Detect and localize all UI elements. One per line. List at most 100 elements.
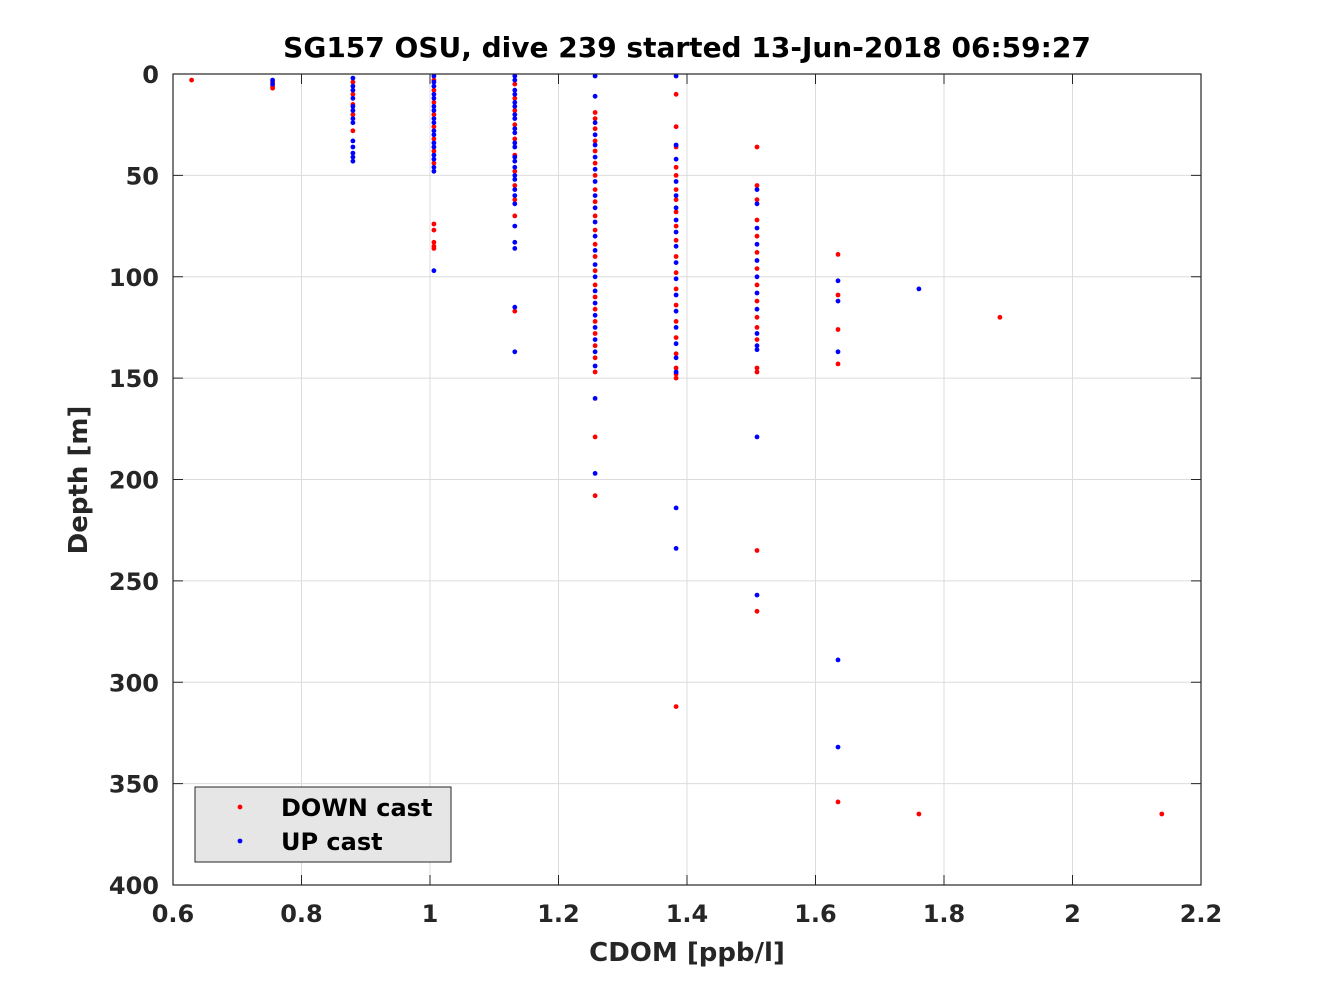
point-up-cast (592, 219, 598, 225)
point-down-cast (673, 164, 679, 170)
point-down-cast (592, 199, 598, 205)
point-up-cast (592, 300, 598, 306)
point-down-cast (673, 335, 679, 340)
point-up-cast (350, 120, 356, 126)
point-down-cast (592, 187, 598, 193)
point-up-cast (754, 258, 760, 263)
point-down-cast (512, 81, 518, 87)
point-down-cast (916, 811, 922, 817)
point-down-cast (754, 183, 760, 188)
point-down-cast (754, 282, 760, 288)
x-tick-label: 0.6 (152, 900, 195, 928)
point-up-cast (350, 158, 356, 164)
point-up-cast (754, 592, 760, 598)
point-up-cast (512, 100, 518, 105)
y-tick-label: 50 (126, 162, 159, 190)
point-down-cast (754, 298, 760, 304)
point-down-cast (592, 355, 598, 361)
point-down-cast (512, 183, 518, 188)
point-up-cast (512, 201, 518, 207)
point-down-cast (512, 308, 518, 314)
point-up-cast (431, 164, 437, 170)
point-up-cast (512, 73, 518, 79)
x-axis-label: CDOM [ppb/l] (589, 938, 785, 968)
point-up-cast (512, 187, 518, 193)
point-down-cast (431, 239, 437, 245)
point-down-cast (189, 77, 195, 83)
point-down-cast (673, 319, 679, 324)
data-points (189, 73, 1165, 817)
point-up-cast (512, 349, 518, 355)
point-up-cast (512, 164, 518, 170)
point-down-cast (673, 254, 679, 259)
point-down-cast (592, 369, 598, 375)
point-up-cast (431, 73, 437, 79)
point-down-cast (431, 246, 437, 251)
point-down-cast (754, 325, 760, 330)
point-down-cast (592, 493, 598, 499)
point-up-cast (673, 292, 679, 298)
point-down-cast (431, 160, 437, 166)
point-down-cast (673, 237, 679, 243)
point-up-cast (431, 83, 437, 89)
point-up-cast (592, 349, 598, 355)
point-up-cast (431, 144, 437, 150)
point-down-cast (350, 91, 356, 97)
point-up-cast (916, 286, 922, 292)
point-down-cast (754, 217, 760, 223)
point-down-cast (754, 314, 760, 320)
point-down-cast (592, 268, 598, 274)
point-down-cast (592, 343, 598, 349)
point-up-cast (835, 744, 841, 750)
point-up-cast (754, 201, 760, 207)
x-tick-label: 1.4 (666, 900, 709, 928)
y-tick-label: 150 (109, 365, 159, 393)
point-down-cast (592, 241, 598, 247)
legend: DOWN cast UP cast (194, 786, 452, 863)
point-up-cast (592, 93, 598, 99)
point-up-cast (431, 268, 437, 274)
point-up-cast (835, 657, 841, 663)
point-up-cast (835, 278, 841, 284)
point-down-cast (673, 375, 679, 381)
point-down-cast (673, 365, 679, 371)
point-up-cast (673, 308, 679, 314)
point-up-cast (431, 95, 437, 101)
point-down-cast (431, 87, 437, 93)
point-up-cast (592, 363, 598, 369)
point-down-cast (350, 128, 356, 134)
y-axis-label: Depth [m] (64, 406, 94, 555)
point-up-cast (592, 193, 598, 199)
point-down-cast (673, 124, 679, 130)
x-tick-label: 0.8 (280, 900, 323, 928)
y-tick-label: 300 (109, 669, 159, 697)
point-down-cast (512, 122, 518, 128)
point-up-cast (754, 306, 760, 312)
point-up-cast (512, 77, 518, 83)
point-up-cast (350, 83, 356, 89)
y-tick-label: 250 (109, 568, 159, 596)
point-down-cast (592, 126, 598, 132)
point-down-cast (270, 85, 275, 91)
point-up-cast (512, 304, 518, 310)
point-up-cast (512, 177, 518, 182)
point-down-cast (592, 116, 598, 121)
point-up-cast (512, 130, 518, 136)
point-up-cast (592, 337, 598, 342)
point-up-cast (673, 369, 679, 375)
point-down-cast (592, 319, 598, 324)
point-down-cast (673, 173, 679, 178)
y-tick-label: 200 (109, 467, 159, 495)
point-up-cast (754, 347, 760, 353)
point-up-cast (592, 312, 598, 318)
point-down-cast (431, 124, 437, 130)
point-down-cast (431, 221, 437, 227)
point-up-cast (431, 120, 437, 126)
point-up-cast (754, 225, 760, 231)
point-up-cast (350, 104, 356, 109)
point-up-cast (592, 288, 598, 294)
axis-ticks: 0.6 0.8 1 1.2 1.4 1.6 1.8 2 2.2 0 50 100 150 200 250 30… (109, 61, 1222, 928)
point-down-cast (431, 112, 437, 117)
point-down-cast (754, 144, 760, 150)
point-up-cast (512, 87, 518, 93)
